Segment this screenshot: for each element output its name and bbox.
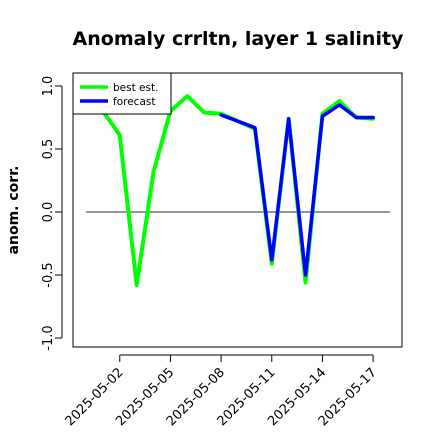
legend: best est. forecast (72, 72, 172, 115)
legend-label: forecast (113, 96, 155, 108)
y-axis-label: anom. corr. (6, 166, 22, 255)
y-tick-label: 0.5 (41, 139, 56, 160)
legend-label: best est. (113, 82, 158, 94)
series-line-forecast (219, 103, 375, 277)
series-layer (100, 94, 376, 288)
y-tick-label: -0.5 (41, 262, 56, 287)
y-tick-label: 1.0 (41, 76, 56, 97)
chart-title: Anomaly crrltn, layer 1 salinity (73, 28, 404, 50)
axes-layer: -1.0-0.50.00.51.02025-05-022025-05-05202… (41, 76, 380, 430)
series-line-best-est (100, 94, 376, 288)
y-tick-label: -1.0 (41, 325, 56, 350)
y-tick-label: 0.0 (41, 202, 56, 223)
plot-frame (72, 72, 403, 348)
legend-box (72, 72, 172, 115)
